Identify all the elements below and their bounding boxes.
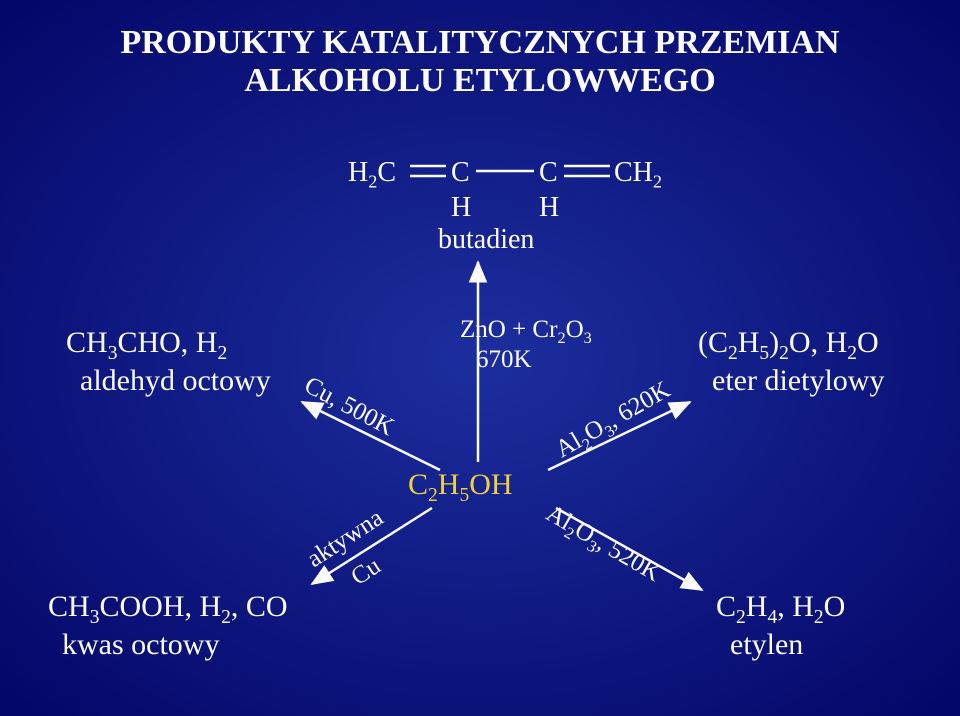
product-br-l2: etylen xyxy=(730,628,803,662)
atom-h2: H xyxy=(539,192,559,224)
butadiene-name: butadien xyxy=(438,224,534,256)
atom-c2: C xyxy=(539,157,558,189)
product-br-l1: C2H4, H2O xyxy=(716,590,845,624)
atom-h2c: H2C xyxy=(348,157,396,189)
center-formula: C2H5OH xyxy=(408,468,513,502)
product-tr-l2: eter dietylowy xyxy=(712,364,884,398)
product-bl-l2: kwas octowy xyxy=(62,628,219,662)
product-tr-l1: (C2H5)2O, H2O xyxy=(698,326,879,360)
slide-title: PRODUKTY KATALITYCZNYCH PRZEMIAN ALKOHOL… xyxy=(0,24,960,100)
condition: 670K xyxy=(476,346,532,374)
atom-ch2: CH2 xyxy=(614,157,662,189)
atom-h1: H xyxy=(451,192,471,224)
atom-c1: C xyxy=(451,157,470,189)
product-tl-l1: CH3CHO, H2 xyxy=(66,326,227,360)
condition: ZnO + Cr2O3 xyxy=(460,316,592,344)
product-tl-l2: aldehyd octowy xyxy=(80,364,271,398)
product-bl-l1: CH3COOH, H2, CO xyxy=(48,590,288,624)
